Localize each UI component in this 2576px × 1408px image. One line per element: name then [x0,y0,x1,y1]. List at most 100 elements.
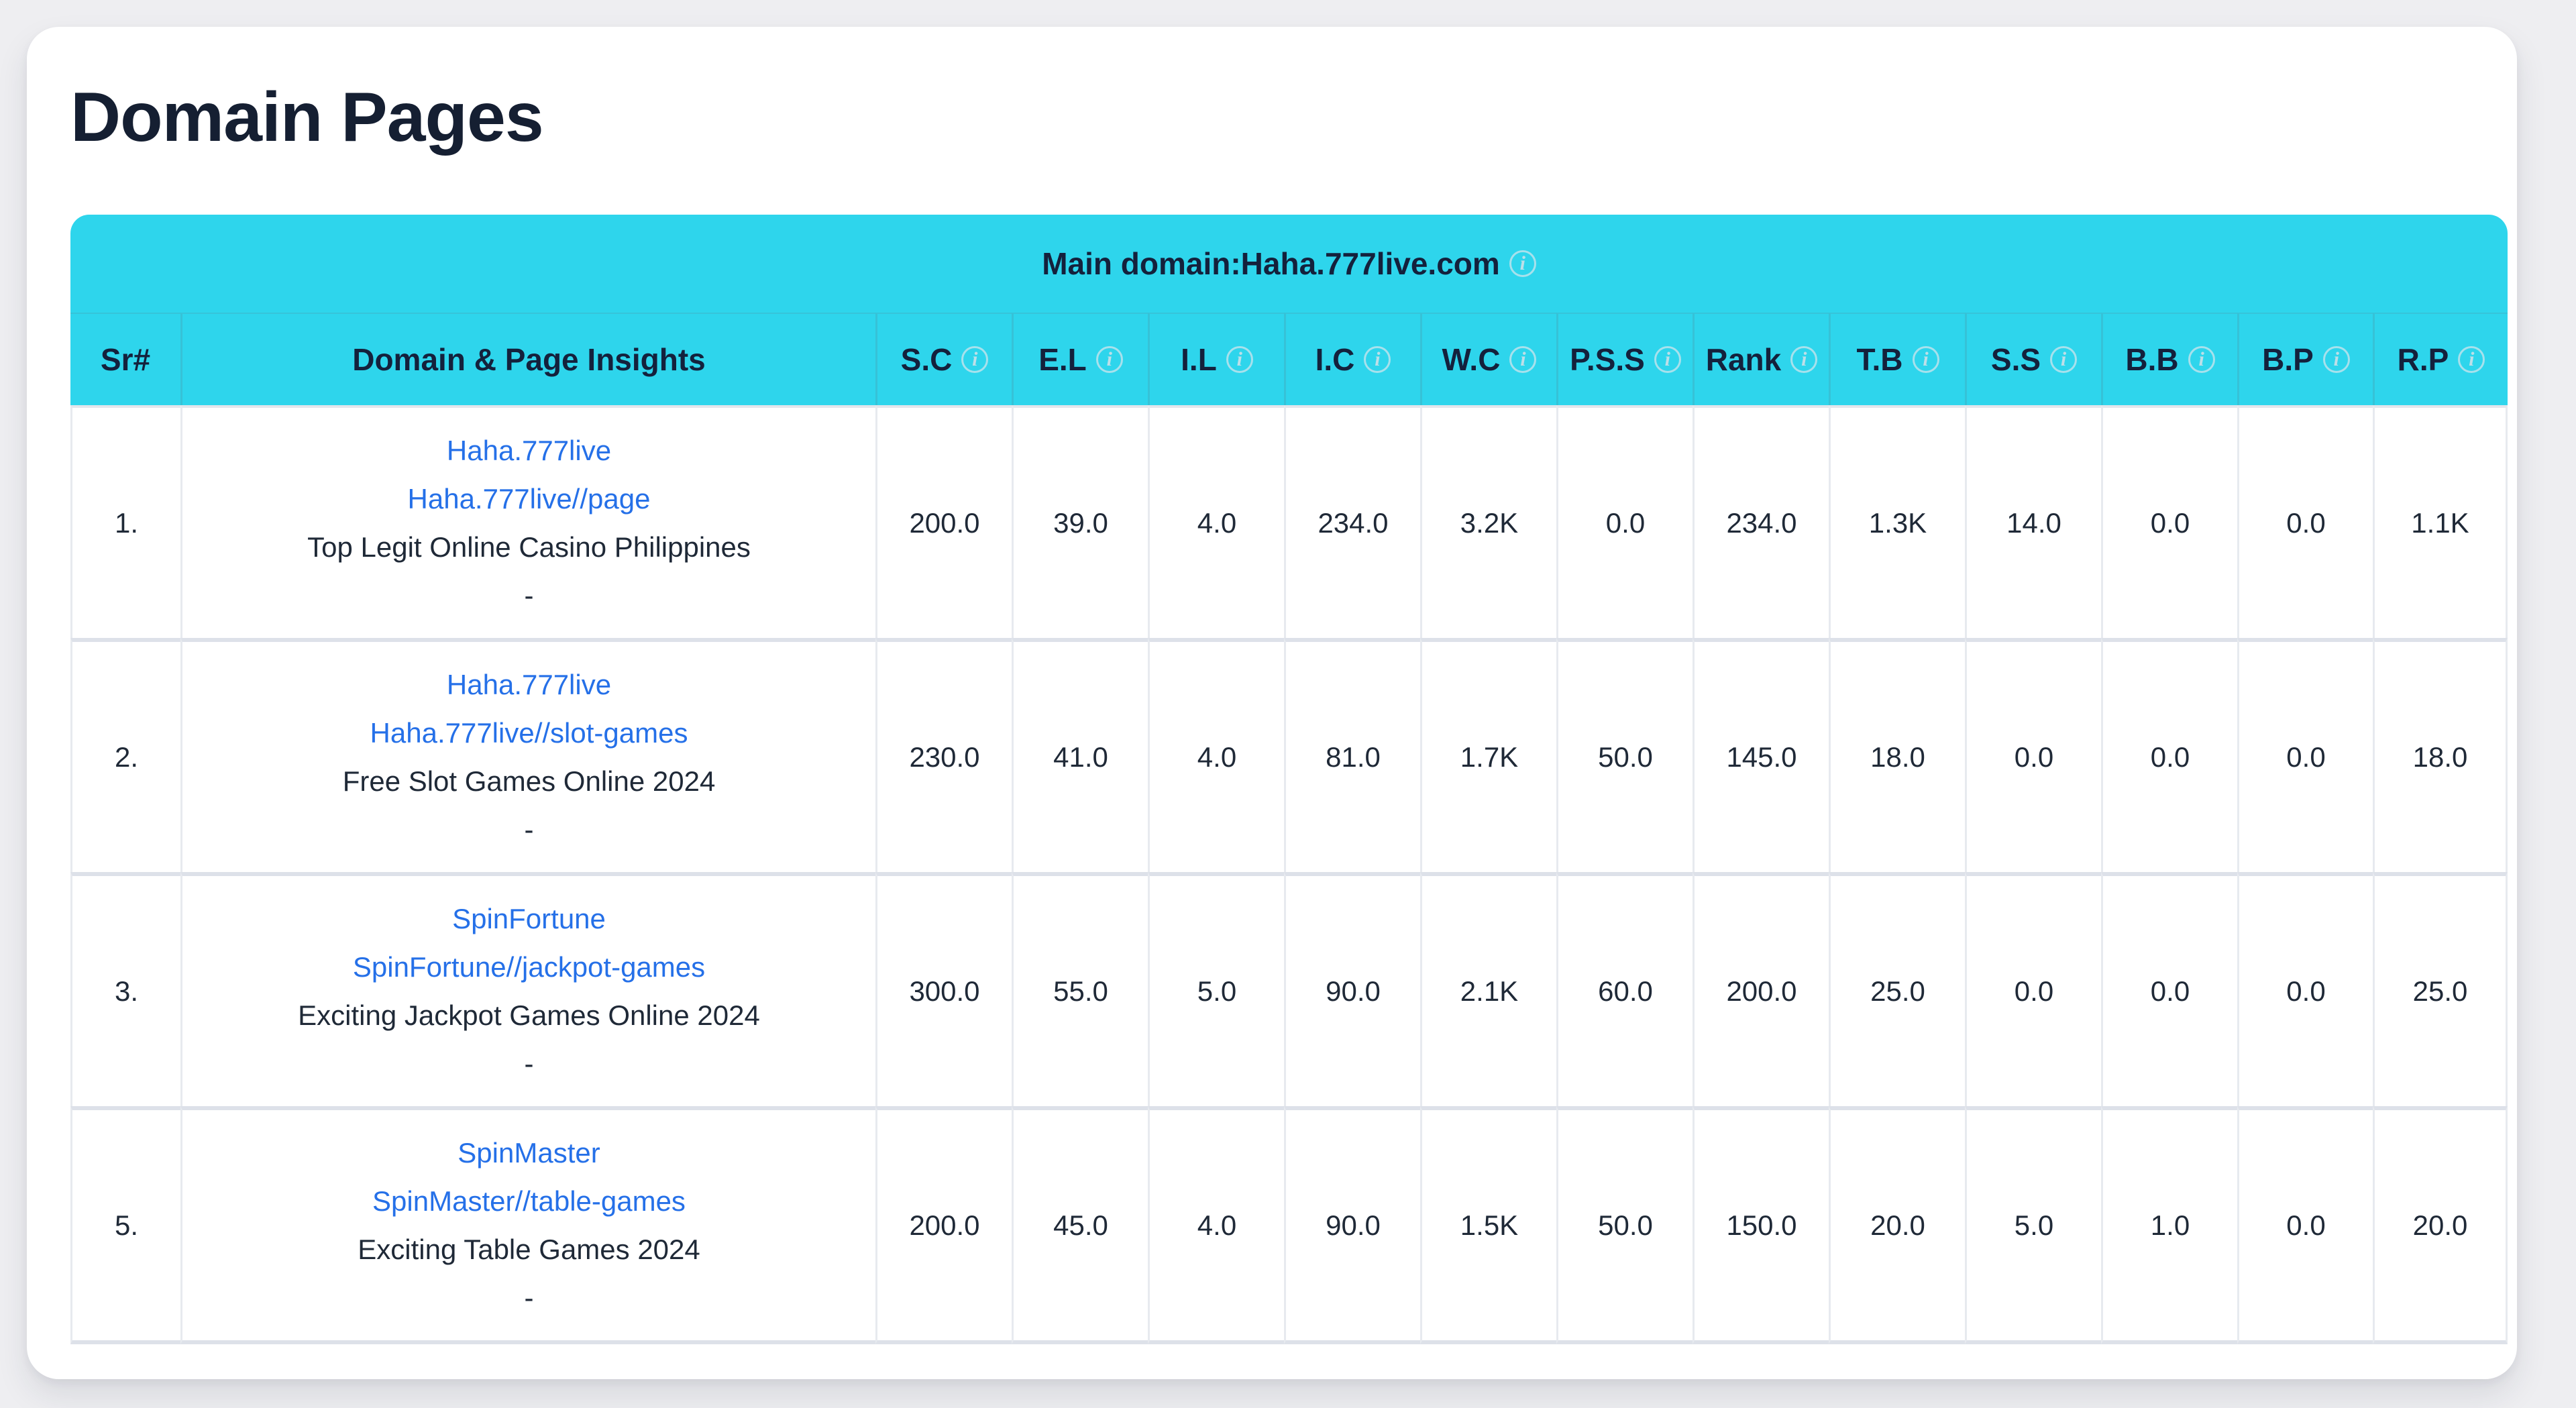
domain-page-insights-cell: Haha.777live Haha.777live//page Top Legi… [180,405,875,638]
cell-rank: 200.0 [1693,872,1829,1106]
column-header-s-c: S.C i [875,313,1012,405]
cell-t-b: 20.0 [1829,1106,1965,1344]
domain-page-insights-cell: SpinFortune SpinFortune//jackpot-games E… [180,872,875,1106]
page-link[interactable]: SpinFortune//jackpot-games [352,951,706,983]
column-label: T.B [1856,342,1903,377]
cell-b-b: 0.0 [2101,405,2237,638]
info-icon[interactable]: i [1509,250,1536,277]
row-number: 3. [70,872,180,1106]
info-icon[interactable]: i [1095,346,1123,373]
column-header-domain-page-insights: Domain & Page Insights [180,313,875,405]
domain-link[interactable]: Haha.777live [446,434,612,466]
column-header-row: Sr# Domain & Page Insights S.C i E.L i I.L… [70,313,2508,405]
cell-b-p: 0.0 [2237,405,2373,638]
info-icon[interactable]: i [1364,346,1391,373]
domain-page-insights-cell: Haha.777live Haha.777live//slot-games Fr… [180,638,875,872]
main-domain-label: Main domain:Haha.777live.com [1042,246,1500,281]
column-label: S.C [900,342,953,377]
column-label: R.P [2397,342,2449,377]
cell-p-s-s: 0.0 [1556,405,1693,638]
cell-p-s-s: 50.0 [1556,638,1693,872]
cell-w-c: 1.5K [1420,1106,1556,1344]
page-link[interactable]: Haha.777live//slot-games [370,716,688,749]
row-number: 2. [70,638,180,872]
cell-i-l: 4.0 [1148,405,1284,638]
info-icon[interactable]: i [1912,346,1939,373]
cell-w-c: 2.1K [1420,872,1556,1106]
table-row: 1. Haha.777live Haha.777live//page Top L… [70,405,2508,638]
cell-s-c: 200.0 [875,405,1012,638]
cell-i-c: 90.0 [1284,1106,1420,1344]
column-label: I.L [1181,342,1217,377]
page-extra-text: - [524,579,534,611]
column-label: E.L [1038,342,1087,377]
cell-p-s-s: 60.0 [1556,872,1693,1106]
cell-s-s: 0.0 [1965,638,2101,872]
domain-link[interactable]: Haha.777live [446,668,612,700]
cell-e-l: 55.0 [1012,872,1148,1106]
column-label: Domain & Page Insights [352,342,706,377]
page-extra-text: - [524,1281,534,1313]
table-row: 5. SpinMaster SpinMaster//table-games Ex… [70,1106,2508,1344]
page-link[interactable]: SpinMaster//table-games [372,1185,686,1217]
page-title-text: Top Legit Online Casino Philippines [307,531,751,563]
column-header-r-p: R.P i [2373,313,2508,405]
info-icon[interactable]: i [1654,346,1681,373]
cell-rank: 234.0 [1693,405,1829,638]
info-icon[interactable]: i [961,346,989,373]
column-header-p-s-s: P.S.S i [1556,313,1693,405]
column-header-rank: Rank i [1693,313,1829,405]
cell-s-s: 5.0 [1965,1106,2101,1344]
info-icon[interactable]: i [2458,346,2485,373]
main-domain-banner: Main domain:Haha.777live.com i [70,215,2508,313]
cell-e-l: 41.0 [1012,638,1148,872]
page-link[interactable]: Haha.777live//page [407,482,651,515]
table-row: 3. SpinFortune SpinFortune//jackpot-game… [70,872,2508,1106]
info-icon[interactable]: i [1226,346,1253,373]
info-icon[interactable]: i [2188,346,2215,373]
cell-e-l: 39.0 [1012,405,1148,638]
cell-b-p: 0.0 [2237,638,2373,872]
cell-s-c: 230.0 [875,638,1012,872]
column-header-t-b: T.B i [1829,313,1965,405]
cell-rank: 145.0 [1693,638,1829,872]
cell-s-s: 0.0 [1965,872,2101,1106]
cell-r-p: 1.1K [2373,405,2508,638]
cell-i-l: 4.0 [1148,1106,1284,1344]
cell-i-c: 90.0 [1284,872,1420,1106]
cell-i-c: 81.0 [1284,638,1420,872]
column-label: Rank [1705,342,1782,377]
cell-w-c: 1.7K [1420,638,1556,872]
column-label: B.B [2125,342,2179,377]
cell-s-c: 300.0 [875,872,1012,1106]
cell-r-p: 18.0 [2373,638,2508,872]
info-icon[interactable]: i [2322,346,2350,373]
row-number: 5. [70,1106,180,1344]
domain-link[interactable]: SpinMaster [458,1136,600,1169]
info-icon[interactable]: i [2050,346,2078,373]
column-label: W.C [1442,342,1501,377]
cell-i-l: 4.0 [1148,638,1284,872]
info-icon[interactable]: i [1509,346,1537,373]
column-label: B.P [2262,342,2314,377]
cell-r-p: 25.0 [2373,872,2508,1106]
column-label: I.C [1315,342,1355,377]
cell-s-c: 200.0 [875,1106,1012,1344]
column-header-s-s: S.S i [1965,313,2101,405]
column-label: Sr# [100,342,151,377]
cell-b-b: 0.0 [2101,638,2237,872]
page-extra-text: - [524,813,534,845]
column-header-i-l: I.L i [1148,313,1284,405]
domain-link[interactable]: SpinFortune [452,902,606,934]
table-row: 2. Haha.777live Haha.777live//slot-games… [70,638,2508,872]
column-header-w-c: W.C i [1420,313,1556,405]
cell-t-b: 25.0 [1829,872,1965,1106]
info-icon[interactable]: i [1790,346,1818,373]
cell-i-c: 234.0 [1284,405,1420,638]
cell-b-p: 0.0 [2237,872,2373,1106]
row-number: 1. [70,405,180,638]
column-header-b-p: B.P i [2237,313,2373,405]
cell-r-p: 20.0 [2373,1106,2508,1344]
cell-p-s-s: 50.0 [1556,1106,1693,1344]
